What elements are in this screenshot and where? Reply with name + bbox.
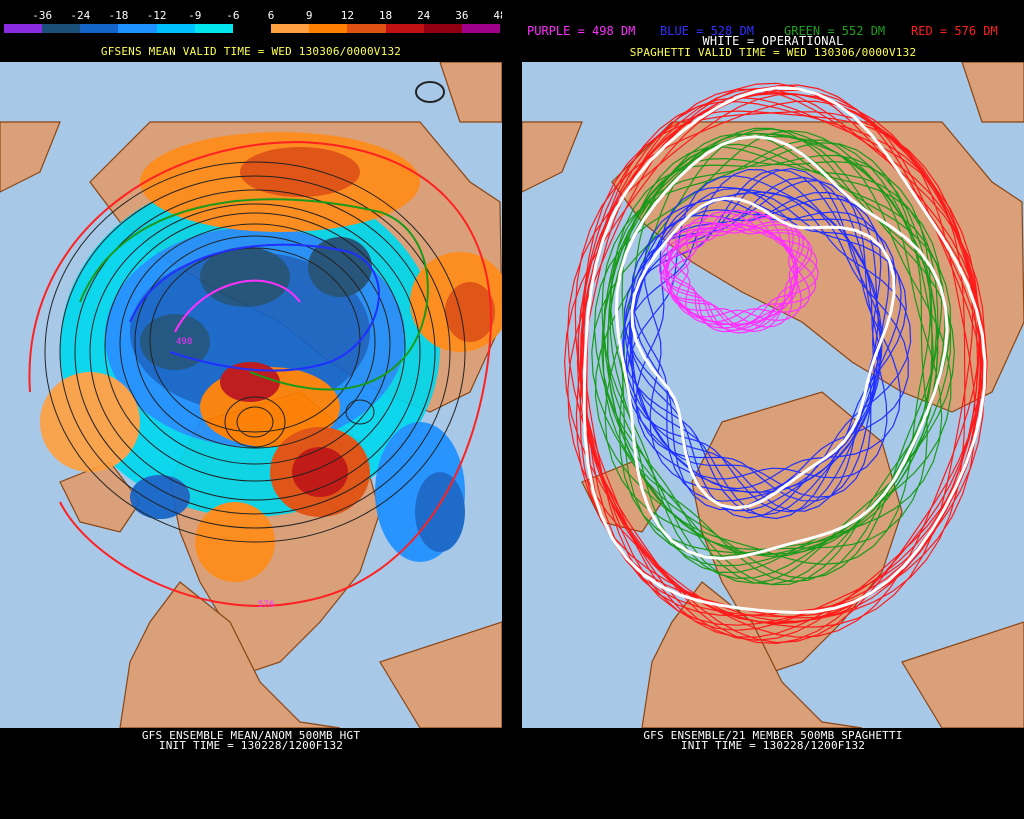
legend-tick-label: -6 <box>226 9 240 22</box>
legend-swatch <box>385 24 424 33</box>
legend-swatch <box>309 24 348 33</box>
legend-swatch <box>461 24 501 33</box>
ensemble-member-line <box>624 168 879 498</box>
operational-line <box>630 196 896 510</box>
operational-line <box>614 135 949 561</box>
ensemble-member-line <box>659 223 805 331</box>
operational-line <box>582 86 987 615</box>
legend-swatch <box>4 24 43 33</box>
left-init-time: INIT TIME = 130228/1200F132 <box>158 739 344 752</box>
ensemble-member-line <box>601 157 933 585</box>
legend-swatch <box>423 24 462 33</box>
legend-red: RED = 576 DM <box>911 24 998 38</box>
legend-tick-label: 24 <box>417 9 431 22</box>
anomaly-color-bar <box>4 24 501 33</box>
height-anomaly-shading <box>40 132 502 582</box>
legend-swatch <box>232 24 272 33</box>
ensemble-member-line <box>625 179 881 513</box>
key-contours <box>28 140 492 607</box>
legend-tick-label: -12 <box>146 9 167 22</box>
right-product-title: GFS ENSEMBLE/21 MEMBER 500MB SPAGHETTI <box>643 729 903 742</box>
legend-swatch <box>80 24 119 33</box>
legend-tick-label: 9 <box>305 9 313 22</box>
ensemble-member-line <box>631 168 883 502</box>
ensemble-member-line <box>601 139 938 580</box>
legend-green: GREEN = 552 DM <box>784 24 886 38</box>
legend-tick-label: -9 <box>188 9 202 22</box>
label-576: 576 <box>258 600 274 610</box>
legend-purple: PURPLE = 498 DM <box>527 24 636 38</box>
legend-white: WHITE = OPERATIONAL <box>702 34 844 48</box>
legend-swatch <box>347 24 386 33</box>
ensemble-mean-panel: -36 -24 -18 -12 -9 -6 6 9 12 18 24 36 48 GFSENS MEAN… <box>0 0 507 819</box>
right-valid-time: SPAGHETTI VALID TIME = WED 130306/0000V1… <box>629 46 917 59</box>
ensemble-member-line <box>635 186 909 494</box>
legend-tick-label: 12 <box>340 9 354 22</box>
legend-swatch <box>194 24 233 33</box>
ensemble-member-line <box>669 215 817 325</box>
ensemble-member-line <box>663 221 801 334</box>
ensemble-member-line <box>607 154 939 586</box>
legend-blue: BLUE = 528 DM <box>660 24 754 38</box>
ensemble-member-line <box>576 110 979 645</box>
legend-tick-label: -18 <box>108 9 129 22</box>
legend-tick-label: 18 <box>378 9 393 22</box>
right-init-time: INIT TIME = 130228/1200F132 <box>680 739 866 752</box>
spaghetti-contours <box>563 82 988 645</box>
ensemble-member-line <box>577 96 980 638</box>
panel-divider <box>502 0 522 819</box>
label-498: 498 <box>176 337 192 347</box>
ensemble-member-line <box>629 191 882 520</box>
ensemble-member-line <box>591 128 928 551</box>
left-product-title: GFS ENSEMBLE MEAN/ANOM 500MB HGT <box>141 729 361 742</box>
legend-tick-label: 36 <box>455 9 469 22</box>
spaghetti-map <box>522 62 1024 728</box>
ensemble-member-line <box>629 176 882 512</box>
legend-swatch <box>156 24 195 33</box>
ensemble-member-line <box>603 143 943 580</box>
legend-swatch <box>42 24 81 33</box>
legend-swatch <box>271 24 310 33</box>
ensemble-member-line <box>602 142 934 583</box>
ensemble-member-line <box>664 209 802 322</box>
legend-tick-label: -24 <box>70 9 91 22</box>
legend-tick-label: -36 <box>32 9 53 22</box>
left-valid-time: GFSENS MEAN VALID TIME = WED 130306/0000… <box>100 45 402 58</box>
ensemble-member-line <box>563 91 966 624</box>
spaghetti-panel: PURPLE = 498 DM BLUE = 528 DM GREEN = 55… <box>522 0 1024 819</box>
legend-tick-label: 6 <box>267 9 275 22</box>
legend-swatch <box>118 24 157 33</box>
ensemble-member-line <box>666 223 818 326</box>
ensemble-member-line <box>593 130 932 566</box>
ensemble-member-line <box>666 210 799 328</box>
ensemble-mean-map: 498 576 <box>0 62 502 728</box>
height-contours <box>44 81 466 543</box>
